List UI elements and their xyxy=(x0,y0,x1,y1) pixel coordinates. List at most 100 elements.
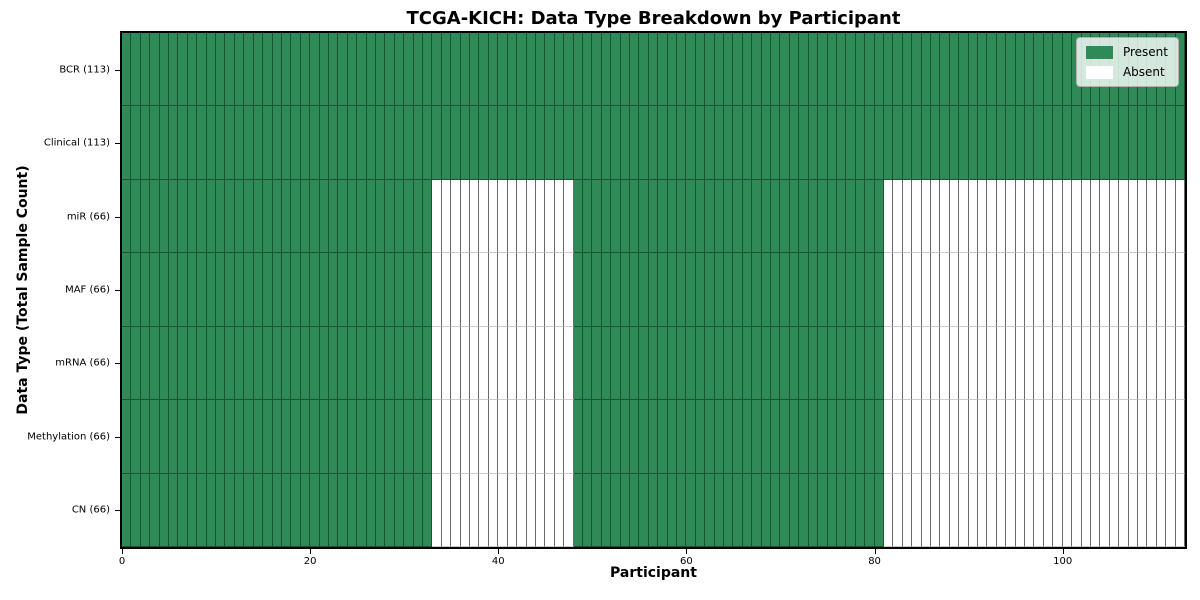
heatmap-cell xyxy=(1147,326,1157,401)
legend: Present Absent xyxy=(1075,37,1179,87)
heatmap-cell xyxy=(479,473,489,547)
heatmap-cell xyxy=(122,326,132,401)
heatmap-cell xyxy=(724,179,734,254)
heatmap-cell xyxy=(375,33,386,107)
heatmap-cell xyxy=(620,253,630,327)
heatmap-cell xyxy=(1147,179,1157,254)
heatmap-cell xyxy=(742,106,753,180)
heatmap-cell xyxy=(611,106,621,180)
heatmap-cell xyxy=(818,473,828,547)
heatmap-cell xyxy=(752,179,762,254)
heatmap-cell xyxy=(705,33,715,107)
heatmap-cell xyxy=(225,179,235,254)
heatmap-cell xyxy=(498,179,508,254)
heatmap-cell xyxy=(978,253,988,327)
heatmap-cell xyxy=(178,106,188,180)
heatmap-cell xyxy=(705,400,715,474)
heatmap-cell xyxy=(874,179,884,254)
heatmap-cell xyxy=(620,326,630,401)
heatmap-cell xyxy=(517,253,527,327)
heatmap-cell xyxy=(272,33,282,107)
heatmap-cell xyxy=(1147,400,1157,474)
heatmap-cell xyxy=(789,106,800,180)
heatmap-cell xyxy=(808,253,819,327)
heatmap-cell xyxy=(470,106,480,180)
heatmap-cell xyxy=(592,33,602,107)
heatmap-cell xyxy=(272,253,282,327)
heatmap-cell xyxy=(949,473,960,547)
heatmap-cell xyxy=(300,253,311,327)
heatmap-cell xyxy=(1034,253,1044,327)
heatmap-cell xyxy=(921,400,931,474)
heatmap-cell xyxy=(1128,253,1138,327)
heatmap-cell xyxy=(1062,473,1073,547)
heatmap-cell xyxy=(385,253,395,327)
heatmap-cell xyxy=(1081,253,1091,327)
heatmap-cell xyxy=(789,179,800,254)
y-tick-mark xyxy=(115,510,120,512)
heatmap-cell xyxy=(441,33,452,107)
heatmap-cell xyxy=(949,179,960,254)
heatmap-cell xyxy=(799,326,809,401)
heatmap-cell xyxy=(122,106,132,180)
heatmap-cell xyxy=(263,400,273,474)
heatmap-cell xyxy=(150,106,160,180)
heatmap-cell xyxy=(253,179,264,254)
heatmap-cell xyxy=(893,33,903,107)
heatmap-cell xyxy=(488,253,499,327)
heatmap-cell xyxy=(507,33,518,107)
heatmap-cell xyxy=(902,473,913,547)
heatmap-cell xyxy=(131,33,141,107)
heatmap-cell xyxy=(855,326,866,401)
heatmap-cell xyxy=(122,473,132,547)
heatmap-cell xyxy=(253,253,264,327)
heatmap-cell xyxy=(460,33,471,107)
y-tick-label: miR (66) xyxy=(66,211,110,223)
heatmap-cell xyxy=(1137,106,1148,180)
heatmap-cell xyxy=(658,33,668,107)
heatmap-cell xyxy=(479,326,489,401)
heatmap-cell xyxy=(940,326,950,401)
heatmap-cell xyxy=(319,326,329,401)
y-tick-mark xyxy=(115,290,120,291)
heatmap-cell xyxy=(319,33,329,107)
heatmap-cell xyxy=(535,253,546,327)
heatmap-cell xyxy=(639,473,649,547)
heatmap-cell xyxy=(263,106,273,180)
heatmap-cell xyxy=(818,106,828,180)
heatmap-cell xyxy=(310,400,320,474)
heatmap-cell xyxy=(601,400,612,474)
heatmap-cell xyxy=(357,33,367,107)
heatmap-cell xyxy=(705,179,715,254)
heatmap-cell xyxy=(1053,400,1063,474)
heatmap-cell xyxy=(423,106,433,180)
heatmap-cell xyxy=(122,400,132,474)
heatmap-cell xyxy=(225,33,235,107)
heatmap-cell xyxy=(1100,106,1110,180)
heatmap-cell xyxy=(1128,400,1138,474)
heatmap-cell xyxy=(592,400,602,474)
heatmap-cell xyxy=(1166,106,1176,180)
heatmap-cell xyxy=(883,253,894,327)
heatmap-cell xyxy=(460,400,471,474)
heatmap-cell xyxy=(526,326,536,401)
heatmap-cell xyxy=(140,179,151,254)
heatmap-cell xyxy=(959,253,969,327)
heatmap-cell xyxy=(206,106,217,180)
heatmap-cell xyxy=(169,106,179,180)
heatmap-cell xyxy=(498,326,508,401)
heatmap-cell xyxy=(545,179,555,254)
heatmap-cell xyxy=(460,179,471,254)
heatmap-cell xyxy=(987,179,997,254)
heatmap-cell xyxy=(291,326,301,401)
heatmap-cell xyxy=(366,326,376,401)
heatmap-cell xyxy=(131,400,141,474)
heatmap-cell xyxy=(545,253,555,327)
heatmap-cell xyxy=(187,473,198,547)
heatmap-cell xyxy=(244,33,254,107)
heatmap-cell xyxy=(366,106,376,180)
heatmap-cell xyxy=(554,473,565,547)
heatmap-cell xyxy=(159,106,170,180)
heatmap-cell xyxy=(592,326,602,401)
heatmap-cell xyxy=(253,33,264,107)
